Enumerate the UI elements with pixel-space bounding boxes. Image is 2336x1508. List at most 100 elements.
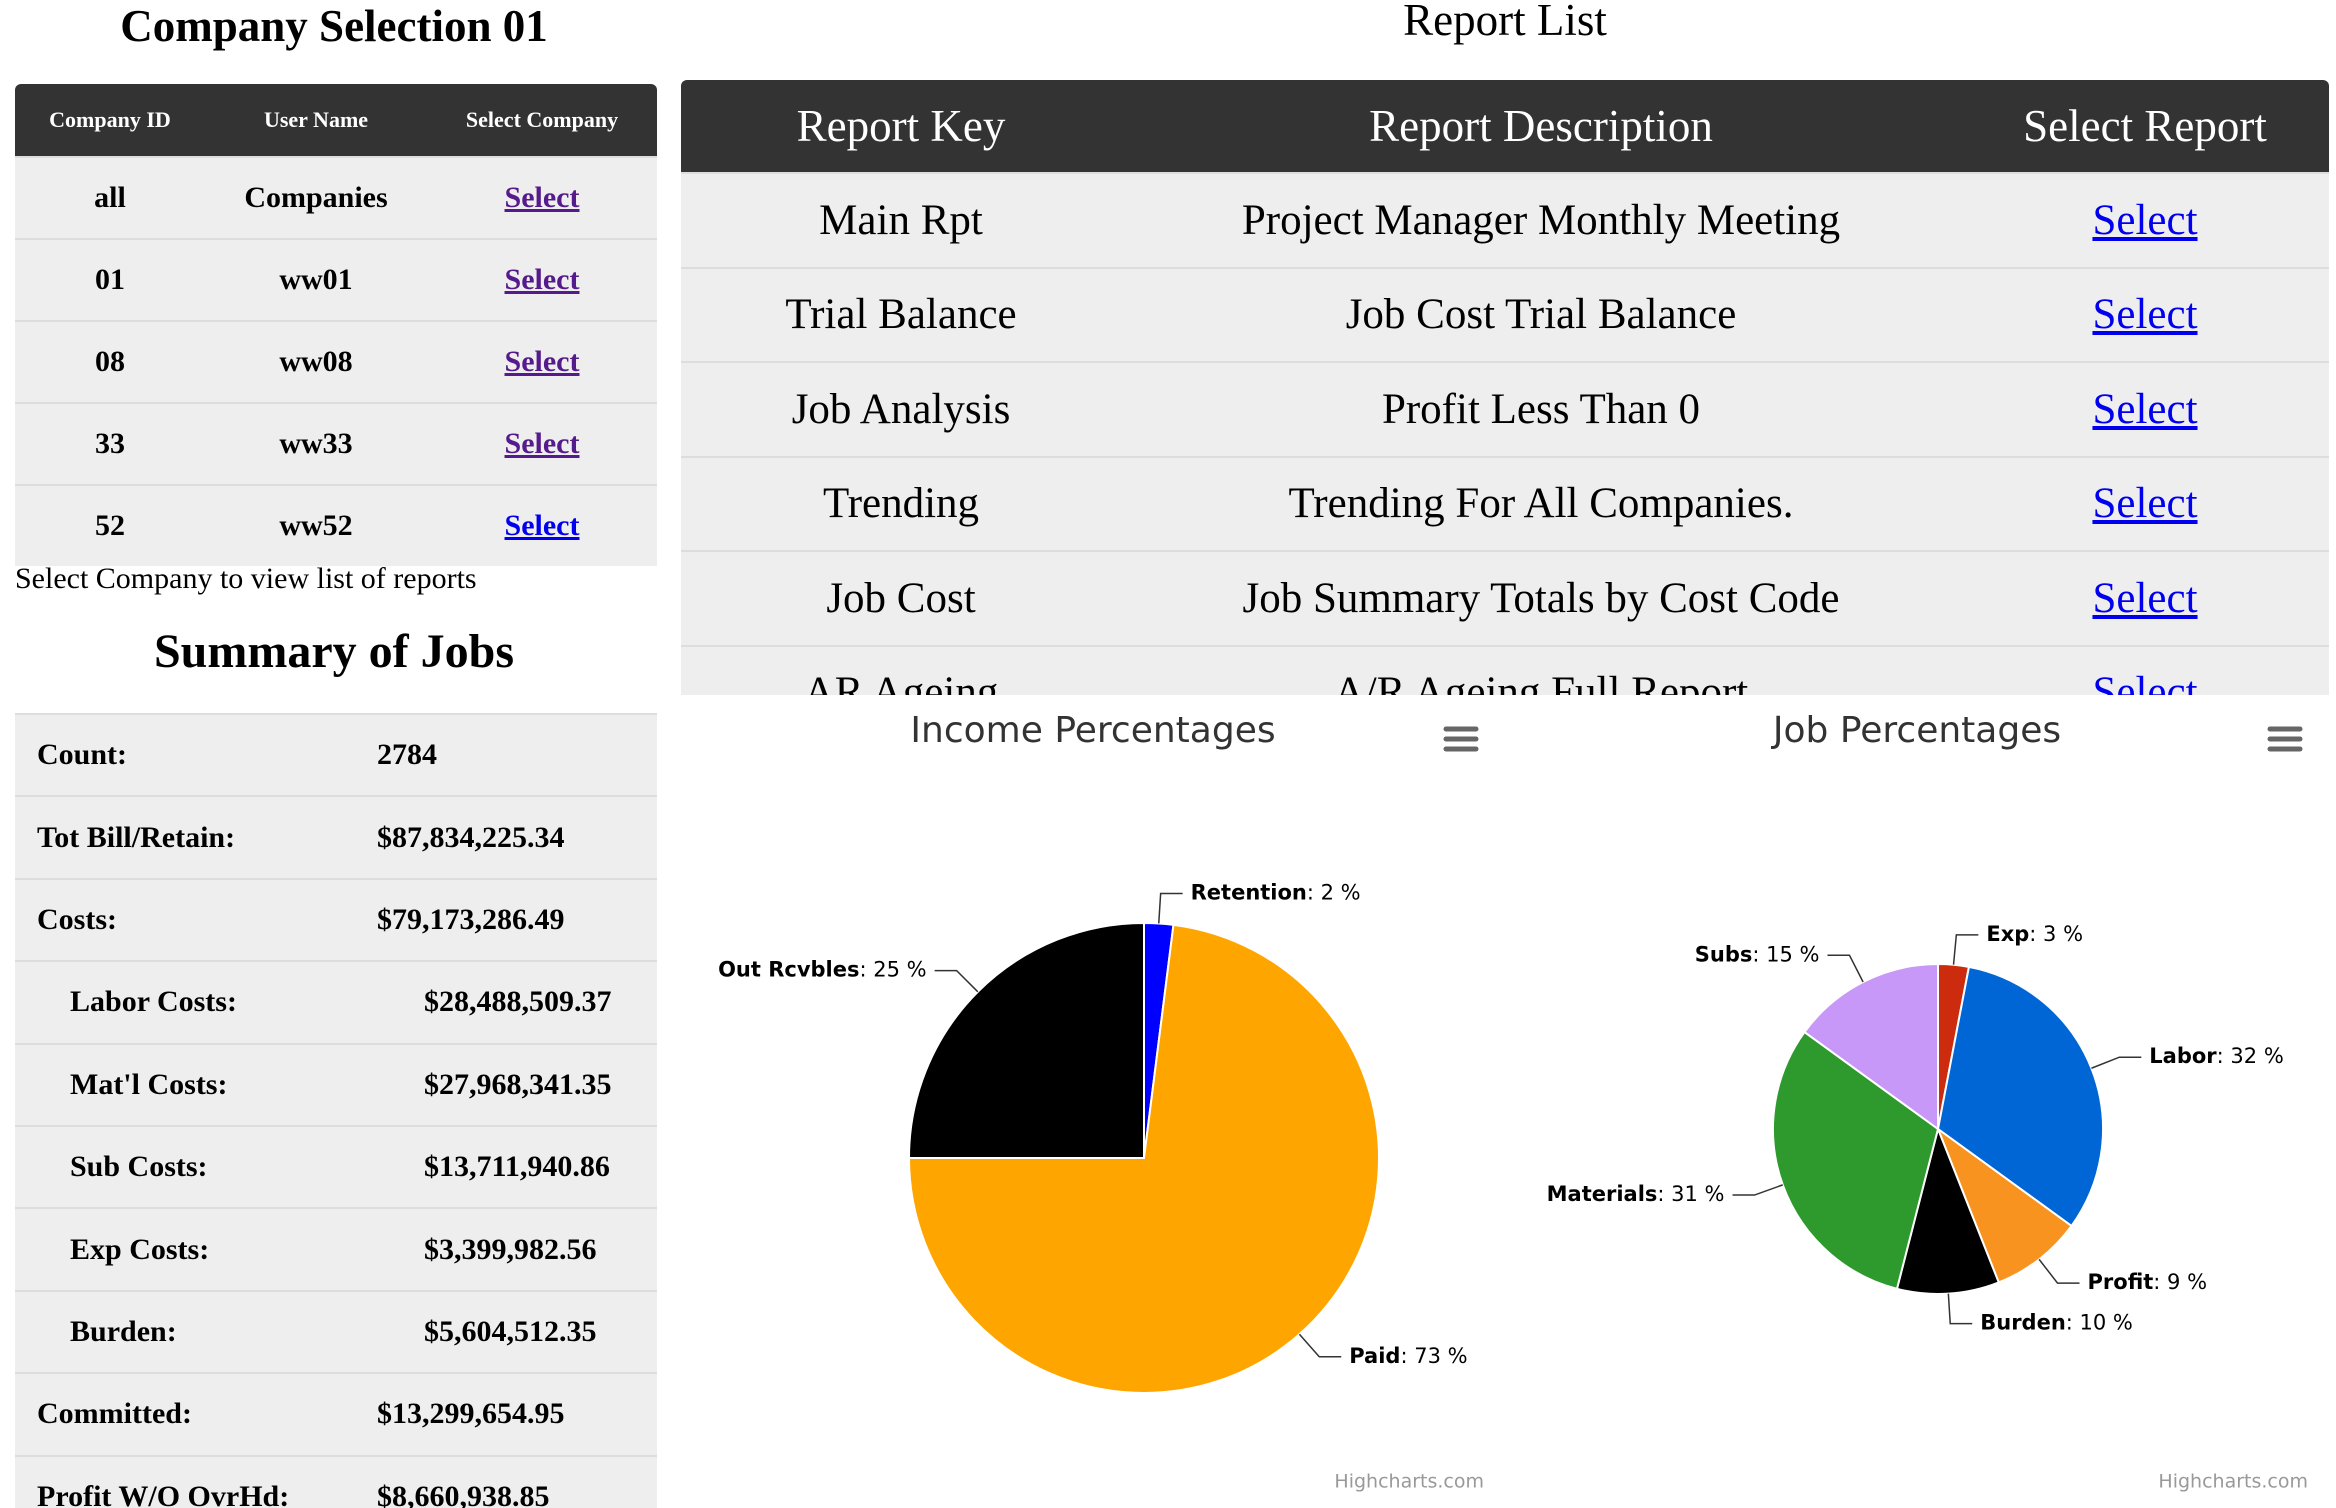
data-label: Exp: 3 % (1986, 922, 2083, 946)
table-row: 52 ww52 Select (15, 484, 657, 566)
select-link[interactable]: Select (504, 181, 580, 214)
summary-value: $5,604,512.35 (424, 1314, 597, 1348)
pie-slice (1771, 1030, 1940, 1291)
summary-label: Costs: (37, 902, 117, 936)
summary-value: $8,660,938.85 (377, 1479, 550, 1508)
table-row: AR Ageing A/R Ageing Full Report Select (681, 644, 2329, 695)
label-connector (2038, 1258, 2080, 1284)
label-value: : 9 % (2153, 1270, 2207, 1294)
cell: Select (1961, 479, 2329, 528)
label-connector (1158, 892, 1183, 924)
summary-value: 2784 (377, 738, 437, 772)
cell: Select (1961, 196, 2329, 245)
cell: Select (427, 427, 657, 461)
cell: Job Cost (826, 574, 976, 622)
summary-value: $28,488,509.37 (424, 985, 612, 1019)
label-connector (1952, 934, 1979, 965)
label-value: : 3 % (2029, 922, 2083, 946)
table-row: Trial Balance Job Cost Trial Balance Selec… (681, 266, 2329, 361)
cell: 08 (95, 345, 125, 378)
cell: all (94, 181, 126, 214)
summary-value: $13,711,940.86 (424, 1150, 610, 1184)
select-link[interactable]: Select (2092, 385, 2198, 433)
table-row: 01 ww01 Select (15, 238, 657, 320)
header-cell: Select Report (2023, 101, 2267, 151)
header-cell: Report Key (796, 101, 1006, 151)
cell: A/R Ageing Full Report (1333, 669, 1749, 695)
label-value: : 73 % (1400, 1344, 1467, 1368)
report-table: Report Key Report Description Select Repor… (681, 80, 2329, 695)
summary-row: Tot Bill/Retain: $87,834,225.34 (15, 795, 657, 878)
chart-credit: Highcharts.com (1334, 1471, 1484, 1493)
cell: Trending For All Companies. (1288, 480, 1794, 528)
pie-slice (1936, 965, 2104, 1228)
select-link[interactable]: Select (2092, 574, 2198, 622)
chart-menu[interactable] (1443, 726, 1479, 752)
summary-row: Costs: $79,173,286.49 (15, 877, 657, 961)
select-link[interactable]: Select (504, 263, 580, 296)
cell: Select (1961, 385, 2329, 434)
company-table: Company ID User Name Select Company all Comp… (15, 84, 657, 570)
select-link[interactable]: Select (2092, 480, 2198, 528)
table-row: Job Analysis Profit Less Than 0 Select (681, 361, 2329, 456)
chart-title: Income Percentages (910, 710, 1275, 751)
label-value: : 15 % (1752, 942, 1819, 966)
select-link[interactable]: Select (504, 345, 580, 378)
label-name: Retention (1191, 881, 1307, 905)
label-name: Subs (1695, 942, 1753, 966)
summary-table: Count: 2784 Tot Bill/Retain: $87,834,225.34… (15, 713, 657, 1508)
select-link[interactable]: Select (2092, 291, 2198, 339)
cell: Select (427, 509, 657, 543)
table-row: 08 ww08 Select (15, 320, 657, 402)
summary-value: $13,299,654.95 (377, 1397, 565, 1431)
table-row: 33 ww33 Select (15, 402, 657, 484)
label-connector (1827, 954, 1864, 983)
select-link[interactable]: Select (504, 509, 580, 542)
table-row: Main Rpt Project Manager Monthly Meeting S… (681, 172, 2329, 267)
pie-slice (1803, 962, 1939, 1131)
cell: Select (1961, 574, 2329, 623)
header-cell: User Name (263, 107, 369, 132)
cell: Select (1961, 668, 2329, 695)
chart-menu[interactable] (2267, 726, 2303, 752)
select-link[interactable]: Select (2092, 669, 2198, 695)
label-name: Exp (1986, 922, 2029, 946)
cell: Profit Less Than 0 (1381, 385, 1701, 433)
data-label: Profit: 9 % (2088, 1270, 2208, 1294)
label-name: Out Rcvbles (718, 958, 859, 982)
label-name: Profit (2088, 1270, 2154, 1294)
pie-slice (1895, 1125, 2001, 1295)
summary-row: Count: 2784 (15, 713, 657, 796)
select-link[interactable]: Select (2092, 196, 2198, 244)
summary-value: $79,173,286.49 (377, 902, 565, 936)
cell: Main Rpt (819, 196, 983, 244)
cell: Select (427, 345, 657, 379)
header-cell: Company ID (49, 107, 171, 132)
summary-label: Count: (37, 738, 128, 772)
cell: 52 (95, 509, 125, 542)
chart-title: Job Percentages (1771, 710, 2061, 751)
select-link[interactable]: Select (504, 427, 580, 460)
summary-row: Burden: $5,604,512.35 (15, 1289, 657, 1373)
cell: Companies (244, 181, 388, 214)
company-title: Company Selection 01 (120, 1, 548, 51)
pie-slice (907, 921, 1145, 1159)
pie-slice (1935, 1126, 2073, 1284)
summary-value: $27,968,341.35 (424, 1067, 612, 1101)
label-name: Labor (2149, 1044, 2217, 1068)
summary-value: $87,834,225.34 (377, 820, 565, 854)
summary-row: Sub Costs: $13,711,940.86 (15, 1124, 657, 1208)
data-label: Labor: 32 % (2149, 1044, 2283, 1068)
label-value: : 25 % (860, 958, 927, 982)
summary-row: Profit W/O OvrHd: $8,660,938.85 (15, 1454, 657, 1508)
summary-row: Labor Costs: $28,488,509.37 (15, 960, 657, 1043)
summary-label: Mat'l Costs: (70, 1067, 228, 1101)
cell: Job Analysis (791, 385, 1011, 433)
header-cell: Report Description (1369, 101, 1713, 151)
summary-value: $3,399,982.56 (424, 1232, 597, 1266)
summary-label: Sub Costs: (70, 1150, 208, 1184)
cell: Select (427, 181, 657, 215)
data-label: Paid: 73 % (1349, 1344, 1467, 1368)
